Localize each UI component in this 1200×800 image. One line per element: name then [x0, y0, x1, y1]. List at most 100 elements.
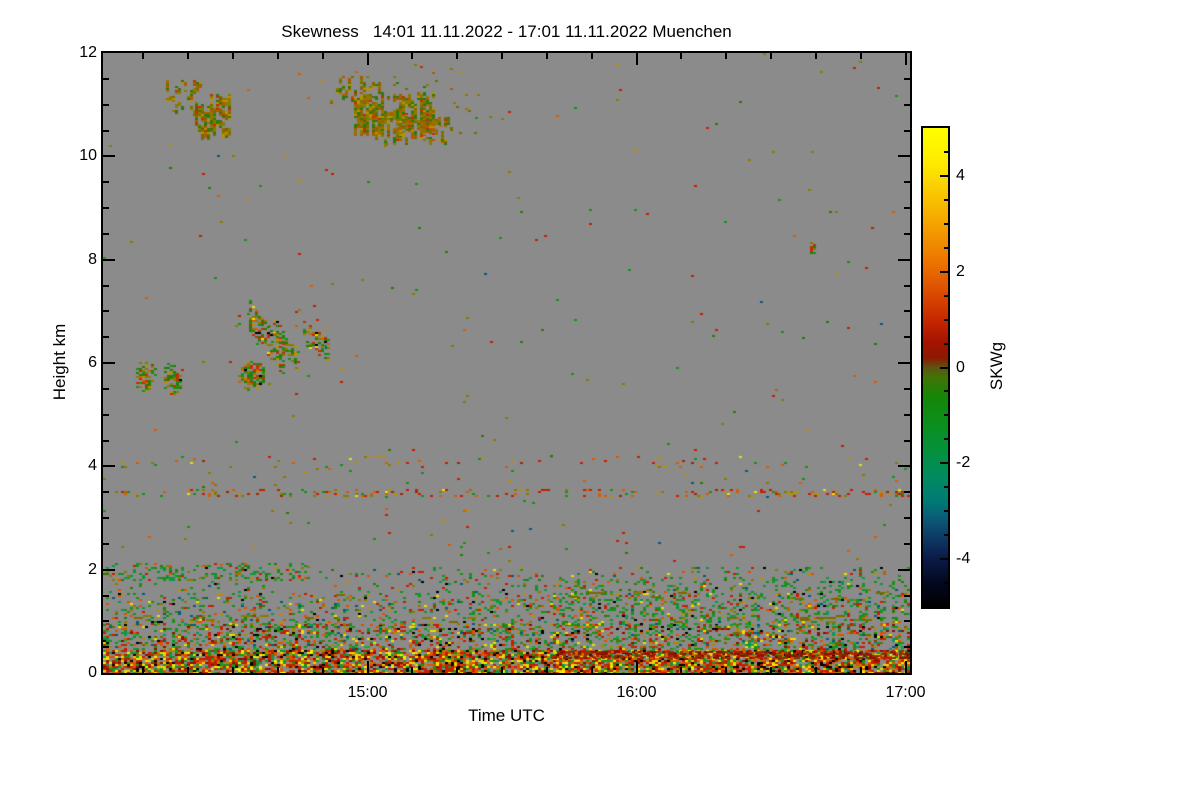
colorbar-tick-label: 2 [956, 262, 965, 280]
y-minor-tick [904, 181, 910, 184]
y-minor-tick [904, 594, 910, 597]
x-minor-tick [590, 53, 593, 59]
colorbar-minor-tick [944, 294, 948, 297]
x-tick-label: 16:00 [616, 684, 657, 701]
y-minor-tick [103, 77, 109, 80]
colorbar-minor-tick [944, 342, 948, 345]
colorbar-major-tick [940, 174, 948, 177]
y-major-tick [103, 568, 115, 571]
x-major-tick [366, 53, 369, 65]
x-minor-tick [725, 53, 728, 59]
y-minor-tick [103, 387, 109, 390]
y-minor-tick [103, 310, 109, 313]
colorbar-major-tick [940, 366, 948, 369]
colorbar-minor-tick [944, 222, 948, 225]
y-minor-tick [103, 181, 109, 184]
y-tick-label: 8 [88, 250, 97, 268]
x-minor-tick [680, 53, 683, 59]
x-minor-tick [770, 53, 773, 59]
colorbar-minor-tick [944, 510, 948, 513]
colorbar-minor-tick [944, 486, 948, 489]
heatmap-canvas [103, 53, 910, 673]
y-minor-tick [904, 310, 910, 313]
colorbar-minor-tick [944, 438, 948, 441]
y-minor-tick [904, 439, 910, 442]
colorbar-major-tick [940, 462, 948, 465]
colorbar-minor-tick [944, 198, 948, 201]
y-minor-tick [103, 232, 109, 235]
y-minor-tick [904, 284, 910, 287]
colorbar-major-tick [940, 270, 948, 273]
y-minor-tick [103, 103, 109, 106]
x-minor-tick [814, 667, 817, 673]
y-minor-tick [904, 387, 910, 390]
plot-frame [101, 51, 912, 675]
x-minor-tick [321, 53, 324, 59]
x-minor-tick [142, 667, 145, 673]
y-major-tick [103, 362, 115, 364]
x-minor-tick [770, 667, 773, 673]
colorbar-minor-tick [944, 246, 948, 249]
colorbar [921, 126, 950, 609]
y-minor-tick [103, 439, 109, 442]
x-minor-tick [232, 53, 235, 59]
x-minor-tick [725, 667, 728, 673]
x-minor-tick [276, 667, 279, 673]
y-major-tick [898, 258, 910, 261]
y-major-tick [898, 362, 910, 364]
x-major-tick [904, 53, 907, 65]
x-minor-tick [276, 53, 279, 59]
x-minor-tick [859, 53, 862, 59]
x-minor-tick [456, 53, 459, 59]
y-minor-tick [904, 232, 910, 235]
colorbar-tick-label: -2 [956, 454, 971, 472]
x-major-tick [635, 661, 638, 673]
y-minor-tick [904, 620, 910, 623]
x-minor-tick [187, 667, 190, 673]
y-minor-tick [103, 491, 109, 494]
x-minor-tick [501, 667, 504, 673]
y-minor-tick [904, 103, 910, 106]
y-minor-tick [904, 646, 910, 649]
x-tick-label: 17:00 [885, 684, 926, 701]
y-minor-tick [103, 646, 109, 649]
x-minor-tick [590, 667, 593, 673]
x-minor-tick [187, 53, 190, 59]
x-axis-label: Time UTC [468, 706, 545, 725]
y-minor-tick [103, 594, 109, 597]
x-minor-tick [411, 667, 414, 673]
colorbar-minor-tick [944, 150, 948, 153]
x-major-tick [904, 661, 907, 673]
x-tick-label: 15:00 [347, 684, 388, 701]
chart-title: Skewness 14:01 11.11.2022 - 17:01 11.11.… [281, 22, 732, 41]
colorbar-major-tick [940, 558, 948, 561]
y-minor-tick [103, 336, 109, 339]
y-major-tick [103, 155, 115, 158]
x-minor-tick [501, 53, 504, 59]
x-minor-tick [232, 667, 235, 673]
x-minor-tick [545, 667, 548, 673]
colorbar-minor-tick [944, 390, 948, 393]
y-major-tick [103, 465, 115, 468]
colorbar-tick-label: 4 [956, 166, 965, 184]
colorbar-minor-tick [944, 582, 948, 585]
x-minor-tick [680, 667, 683, 673]
colorbar-tick-label: 0 [956, 358, 965, 376]
y-tick-label: 2 [88, 560, 97, 578]
colorbar-tick-label: -4 [956, 550, 971, 568]
x-minor-tick [814, 53, 817, 59]
y-major-tick [898, 568, 910, 571]
y-minor-tick [904, 517, 910, 519]
x-minor-tick [411, 53, 414, 59]
y-tick-label: 12 [79, 44, 97, 61]
colorbar-minor-tick [944, 414, 948, 417]
y-tick-label: 4 [88, 457, 97, 475]
y-minor-tick [904, 77, 910, 80]
y-minor-tick [103, 620, 109, 623]
y-minor-tick [904, 413, 910, 416]
colorbar-minor-tick [944, 534, 948, 537]
y-major-tick [103, 258, 115, 261]
y-major-tick [898, 465, 910, 468]
y-minor-tick [103, 284, 109, 287]
